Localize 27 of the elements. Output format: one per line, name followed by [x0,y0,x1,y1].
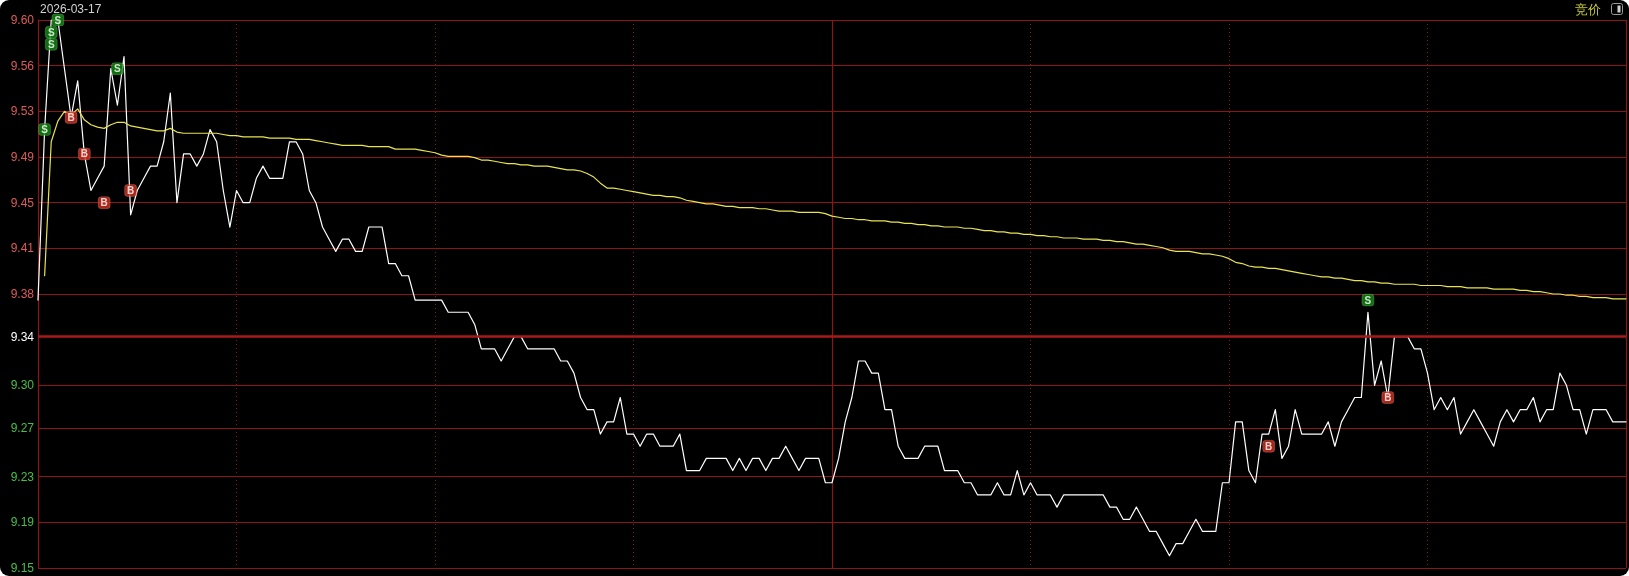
series-label: S [1364,294,1372,306]
y-tick-label: 9.45 [10,195,35,210]
text: B [100,197,108,209]
series-label: S [47,26,55,38]
y-tick-label: 9.41 [10,241,35,256]
y-tick-label: 9.23 [10,469,35,484]
text: B [80,148,88,160]
chart-title: 2026-03-17 [40,2,102,16]
text: B [67,111,75,123]
y-tick-label: 9.19 [10,515,35,530]
y-tick-label: 9.34 [10,329,35,344]
text: S [47,38,55,50]
text: S [114,63,121,75]
y-tick-label: 9.53 [10,104,35,119]
text: B [1384,392,1392,404]
text: 竞价 [1575,2,1601,17]
y-tick-label: 9.15 [10,561,35,575]
text: B [127,184,135,196]
y-tick-label: 9.38 [10,287,35,301]
text: S [54,14,62,26]
y-tick-label: 9.60 [10,13,35,27]
y-tick-label: 9.49 [10,150,35,164]
y-tick-label: 9.56 [10,58,35,73]
y-tick-label: 9.27 [10,420,35,435]
text: S [41,124,48,136]
series-label: B [1265,440,1273,452]
y-tick-label: 9.30 [10,378,35,393]
